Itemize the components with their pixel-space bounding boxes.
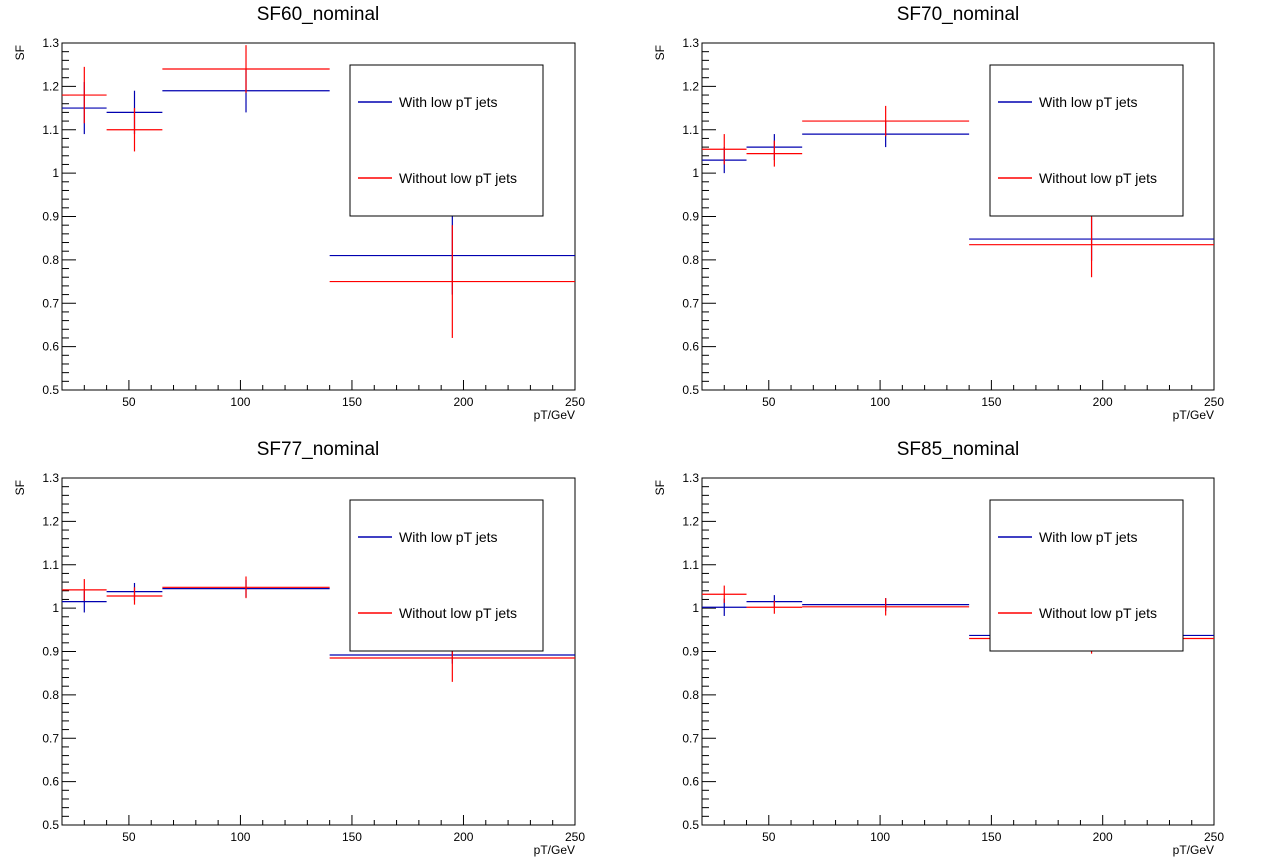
- x-tick-label: 100: [870, 395, 890, 409]
- y-tick-label: 0.5: [682, 818, 699, 832]
- y-tick-label: 0.6: [42, 340, 59, 354]
- x-tick-label: 200: [453, 395, 473, 409]
- legend-box: [349, 499, 544, 652]
- x-axis-label: pT/GeV: [1173, 843, 1214, 857]
- chart-panel-0: SF60_nominal 0.5 0.6 0.7 0.8 0.9 1 1.1 1.2 1.3 50 1…: [13, 4, 585, 422]
- y-tick-label: 0.5: [42, 383, 59, 397]
- y-tick-label: 1.1: [42, 123, 59, 137]
- y-tick-label: 1.3: [42, 471, 59, 485]
- x-axis-label: pT/GeV: [534, 843, 575, 857]
- legend-label: With low pT jets: [1039, 94, 1138, 110]
- legend-label: With low pT jets: [399, 94, 498, 110]
- legend-label: With low pT jets: [1039, 529, 1138, 545]
- x-tick-label: 50: [122, 395, 136, 409]
- y-axis-label: SF: [653, 480, 667, 495]
- y-tick-label: 0.9: [42, 645, 59, 659]
- y-tick-label: 1.3: [682, 471, 699, 485]
- y-tick-label: 1: [52, 166, 59, 180]
- y-tick-label: 0.9: [682, 210, 699, 224]
- legend-label: Without low pT jets: [1039, 170, 1157, 186]
- x-axis-label: pT/GeV: [534, 408, 575, 422]
- legend-label: Without low pT jets: [399, 605, 517, 621]
- x-tick-label: 150: [342, 395, 362, 409]
- y-tick-label: 0.7: [42, 296, 59, 310]
- y-axis-label: SF: [13, 480, 27, 495]
- x-tick-label: 250: [565, 395, 585, 409]
- x-tick-label: 150: [981, 830, 1001, 844]
- y-tick-label: 1.2: [682, 514, 699, 528]
- x-tick-label: 250: [1204, 830, 1224, 844]
- x-tick-label: 100: [230, 395, 250, 409]
- x-tick-label: 50: [762, 395, 776, 409]
- y-tick-label: 1.1: [682, 123, 699, 137]
- legend-box: [989, 64, 1184, 217]
- x-tick-label: 50: [762, 830, 776, 844]
- x-axis-label: pT/GeV: [1173, 408, 1214, 422]
- chart-panel-3: SF85_nominal 0.5 0.6 0.7 0.8 0.9 1 1.1 1.2 1.3 50 1…: [653, 439, 1224, 857]
- y-tick-label: 1.2: [42, 514, 59, 528]
- y-tick-label: 1: [692, 601, 699, 615]
- x-tick-label: 150: [981, 395, 1001, 409]
- y-tick-label: 1: [52, 601, 59, 615]
- chart-title: SF70_nominal: [897, 4, 1020, 25]
- y-tick-label: 1.1: [682, 558, 699, 572]
- chart-panel-1: SF70_nominal 0.5 0.6 0.7 0.8 0.9 1 1.1 1.2 1.3 50 1…: [653, 4, 1224, 422]
- y-tick-label: 0.9: [682, 645, 699, 659]
- y-tick-label: 0.7: [42, 731, 59, 745]
- y-tick-label: 0.6: [682, 775, 699, 789]
- chart-title: SF85_nominal: [897, 439, 1020, 460]
- y-tick-label: 0.8: [682, 253, 699, 267]
- y-tick-label: 0.8: [42, 688, 59, 702]
- x-tick-label: 250: [1204, 395, 1224, 409]
- x-tick-label: 200: [1093, 830, 1113, 844]
- y-tick-label: 0.8: [42, 253, 59, 267]
- x-tick-label: 50: [122, 830, 136, 844]
- x-tick-label: 200: [453, 830, 473, 844]
- chart-panel-2: SF77_nominal 0.5 0.6 0.7 0.8 0.9 1 1.1 1.2 1.3 50 1…: [13, 439, 585, 857]
- x-tick-label: 100: [230, 830, 250, 844]
- legend-label: With low pT jets: [399, 529, 498, 545]
- y-tick-label: 0.9: [42, 210, 59, 224]
- legend-box: [349, 64, 544, 217]
- legend-box: [989, 499, 1184, 652]
- y-tick-label: 1.2: [42, 79, 59, 93]
- y-tick-label: 0.8: [682, 688, 699, 702]
- y-tick-label: 1.3: [682, 36, 699, 50]
- y-tick-label: 0.6: [42, 775, 59, 789]
- y-tick-label: 1.1: [42, 558, 59, 572]
- y-axis-label: SF: [13, 45, 27, 60]
- legend-label: Without low pT jets: [1039, 605, 1157, 621]
- y-tick-label: 0.7: [682, 296, 699, 310]
- legend-label: Without low pT jets: [399, 170, 517, 186]
- y-tick-label: 1.2: [682, 79, 699, 93]
- y-axis-label: SF: [653, 45, 667, 60]
- y-tick-label: 0.5: [42, 818, 59, 832]
- y-tick-label: 1.3: [42, 36, 59, 50]
- x-tick-label: 200: [1093, 395, 1113, 409]
- y-tick-label: 0.6: [682, 340, 699, 354]
- x-tick-label: 100: [870, 830, 890, 844]
- chart-title: SF77_nominal: [257, 439, 380, 460]
- y-tick-label: 0.7: [682, 731, 699, 745]
- y-tick-label: 0.5: [682, 383, 699, 397]
- chart-title: SF60_nominal: [257, 4, 380, 25]
- y-tick-label: 1: [692, 166, 699, 180]
- x-tick-label: 150: [342, 830, 362, 844]
- x-tick-label: 250: [565, 830, 585, 844]
